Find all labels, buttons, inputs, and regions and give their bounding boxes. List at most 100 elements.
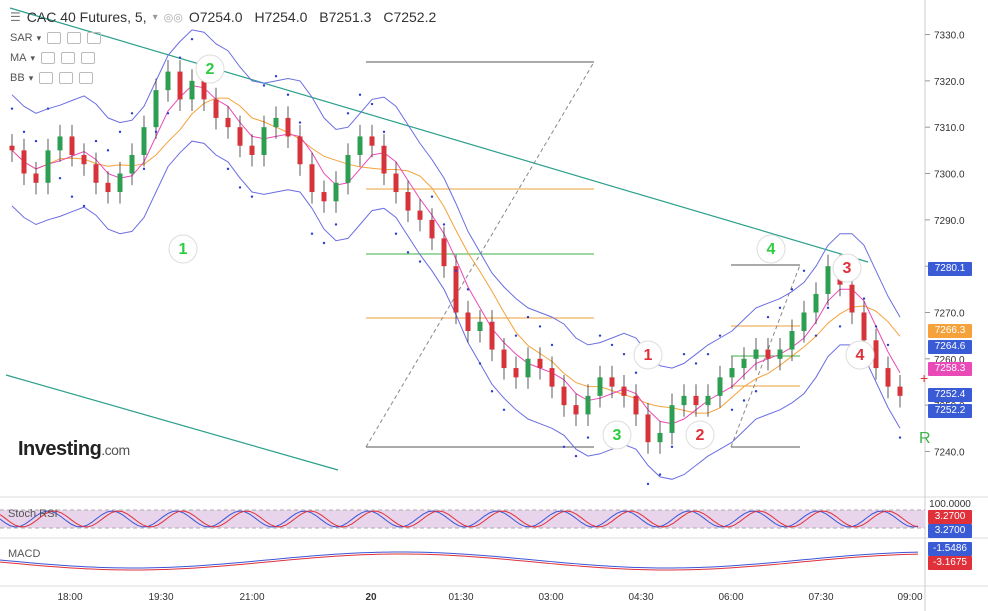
- candle-body: [81, 154, 87, 165]
- stoch-top-label: 100.0000: [928, 498, 972, 512]
- chevron-down-icon[interactable]: ▾: [30, 52, 36, 63]
- x-tick-label: 06:00: [718, 592, 743, 603]
- indicator-label: MA: [10, 52, 27, 64]
- settings-icon[interactable]: ◎◎: [163, 11, 183, 24]
- macd-label[interactable]: MACD: [8, 548, 41, 560]
- sar-dot: [466, 288, 470, 291]
- candle-body: [417, 210, 423, 220]
- wave-label: 1: [179, 241, 188, 258]
- sar-dot: [718, 334, 722, 337]
- crosshair-icon[interactable]: +: [920, 370, 929, 386]
- stoch-k-line: [0, 510, 919, 528]
- chart-header: ☰ CAC 40 Futures, 5, ▾ ◎◎ O7254.0 H7254.…: [10, 9, 444, 25]
- stoch-rsi-label[interactable]: Stoch RSI: [8, 508, 58, 520]
- close-icon[interactable]: [81, 52, 96, 64]
- macd-tag: -1.5486: [928, 542, 972, 556]
- sar-dot: [130, 112, 134, 115]
- candle-body: [225, 117, 231, 128]
- candles: [9, 60, 903, 454]
- sar-dot: [766, 315, 770, 319]
- sar-dot: [838, 325, 842, 328]
- candle-body: [441, 238, 447, 267]
- gear-icon[interactable]: [67, 32, 82, 44]
- x-tick-label: 19:30: [148, 592, 173, 603]
- close-icon[interactable]: [87, 32, 102, 44]
- macd-tag: -3.1675: [928, 556, 972, 570]
- candle-body: [897, 386, 903, 396]
- investing-logo: Investing.com: [18, 438, 130, 460]
- wave-circle: [633, 340, 663, 370]
- symbol-title[interactable]: CAC 40 Futures, 5,: [26, 9, 147, 25]
- wave-labels: 1 2 3 4 1 2 3 4: [168, 54, 875, 450]
- candle-body: [777, 349, 783, 359]
- candle-body: [801, 312, 807, 332]
- price-tag: 7258.3: [928, 362, 972, 376]
- low-value: B7251.3: [319, 9, 372, 25]
- sar-dot: [298, 121, 302, 124]
- chevron-down-icon[interactable]: ▾: [36, 32, 42, 43]
- sar-dot: [22, 130, 26, 134]
- sar-dot: [82, 204, 86, 208]
- open-value: O7254.0: [188, 9, 243, 25]
- gear-icon[interactable]: [59, 72, 74, 84]
- close-icon[interactable]: [79, 72, 94, 84]
- sar-dot: [874, 325, 878, 328]
- price-tag: 7252.4: [928, 388, 972, 402]
- wave-label: 2: [206, 61, 215, 78]
- indicator-label: SAR: [10, 32, 33, 44]
- candle-body: [453, 266, 459, 313]
- chevron-down-icon[interactable]: ▾: [28, 72, 34, 83]
- sar-dot: [634, 371, 638, 374]
- wave-circle: [195, 54, 225, 84]
- price-tag: 7252.2: [928, 404, 972, 418]
- candle-body: [669, 405, 675, 433]
- x-tick-label: 20: [365, 592, 377, 603]
- candle-body: [177, 71, 183, 100]
- sar-dot: [94, 139, 98, 143]
- sar-dot: [358, 93, 362, 96]
- indicator-row-sar[interactable]: SAR ▾: [10, 32, 102, 44]
- sar-dot: [562, 445, 566, 449]
- stoch-tag: 3.2700: [928, 510, 972, 524]
- menu-icon[interactable]: ☰: [10, 10, 21, 24]
- channel-upper-line: [9, 7, 869, 263]
- sar-dot: [610, 343, 614, 347]
- candle-body: [333, 182, 339, 202]
- eye-icon[interactable]: [41, 52, 56, 64]
- candle-body: [381, 145, 387, 174]
- sar-dot: [550, 343, 554, 347]
- sar-dot: [286, 93, 290, 96]
- wave-label: 3: [843, 260, 852, 277]
- candle-body: [849, 284, 855, 313]
- candle-body: [549, 368, 555, 387]
- sar-dot: [274, 75, 278, 78]
- candle-body: [789, 331, 795, 350]
- replay-marker[interactable]: R: [919, 430, 931, 447]
- y-tick-label: 7260.0: [934, 355, 965, 366]
- eye-icon[interactable]: [47, 32, 62, 44]
- candle-body: [825, 266, 831, 294]
- candle-body: [537, 358, 543, 369]
- candle-body: [513, 368, 519, 378]
- y-tick-label: 7270.0: [934, 308, 965, 319]
- candle-body: [621, 386, 627, 396]
- sar-dot: [586, 436, 590, 439]
- wave-label: 4: [767, 241, 776, 258]
- candle-body: [93, 164, 99, 183]
- price-tag: 7280.1: [928, 262, 972, 276]
- candle-body: [609, 377, 615, 387]
- sar-dot: [430, 195, 434, 198]
- candle-body: [345, 154, 351, 183]
- sar-dot: [178, 56, 182, 59]
- sar-dot: [142, 167, 146, 171]
- candle-body: [765, 349, 771, 359]
- sar-dot: [370, 102, 374, 106]
- eye-icon[interactable]: [39, 72, 54, 84]
- indicator-row-bb[interactable]: BB ▾: [10, 72, 94, 84]
- chevron-down-icon[interactable]: ▾: [152, 11, 158, 23]
- indicator-row-ma[interactable]: MA ▾: [10, 52, 96, 64]
- wave-label: 3: [613, 427, 622, 444]
- gear-icon[interactable]: [61, 52, 76, 64]
- y-tick-label: 7320.0: [934, 77, 965, 88]
